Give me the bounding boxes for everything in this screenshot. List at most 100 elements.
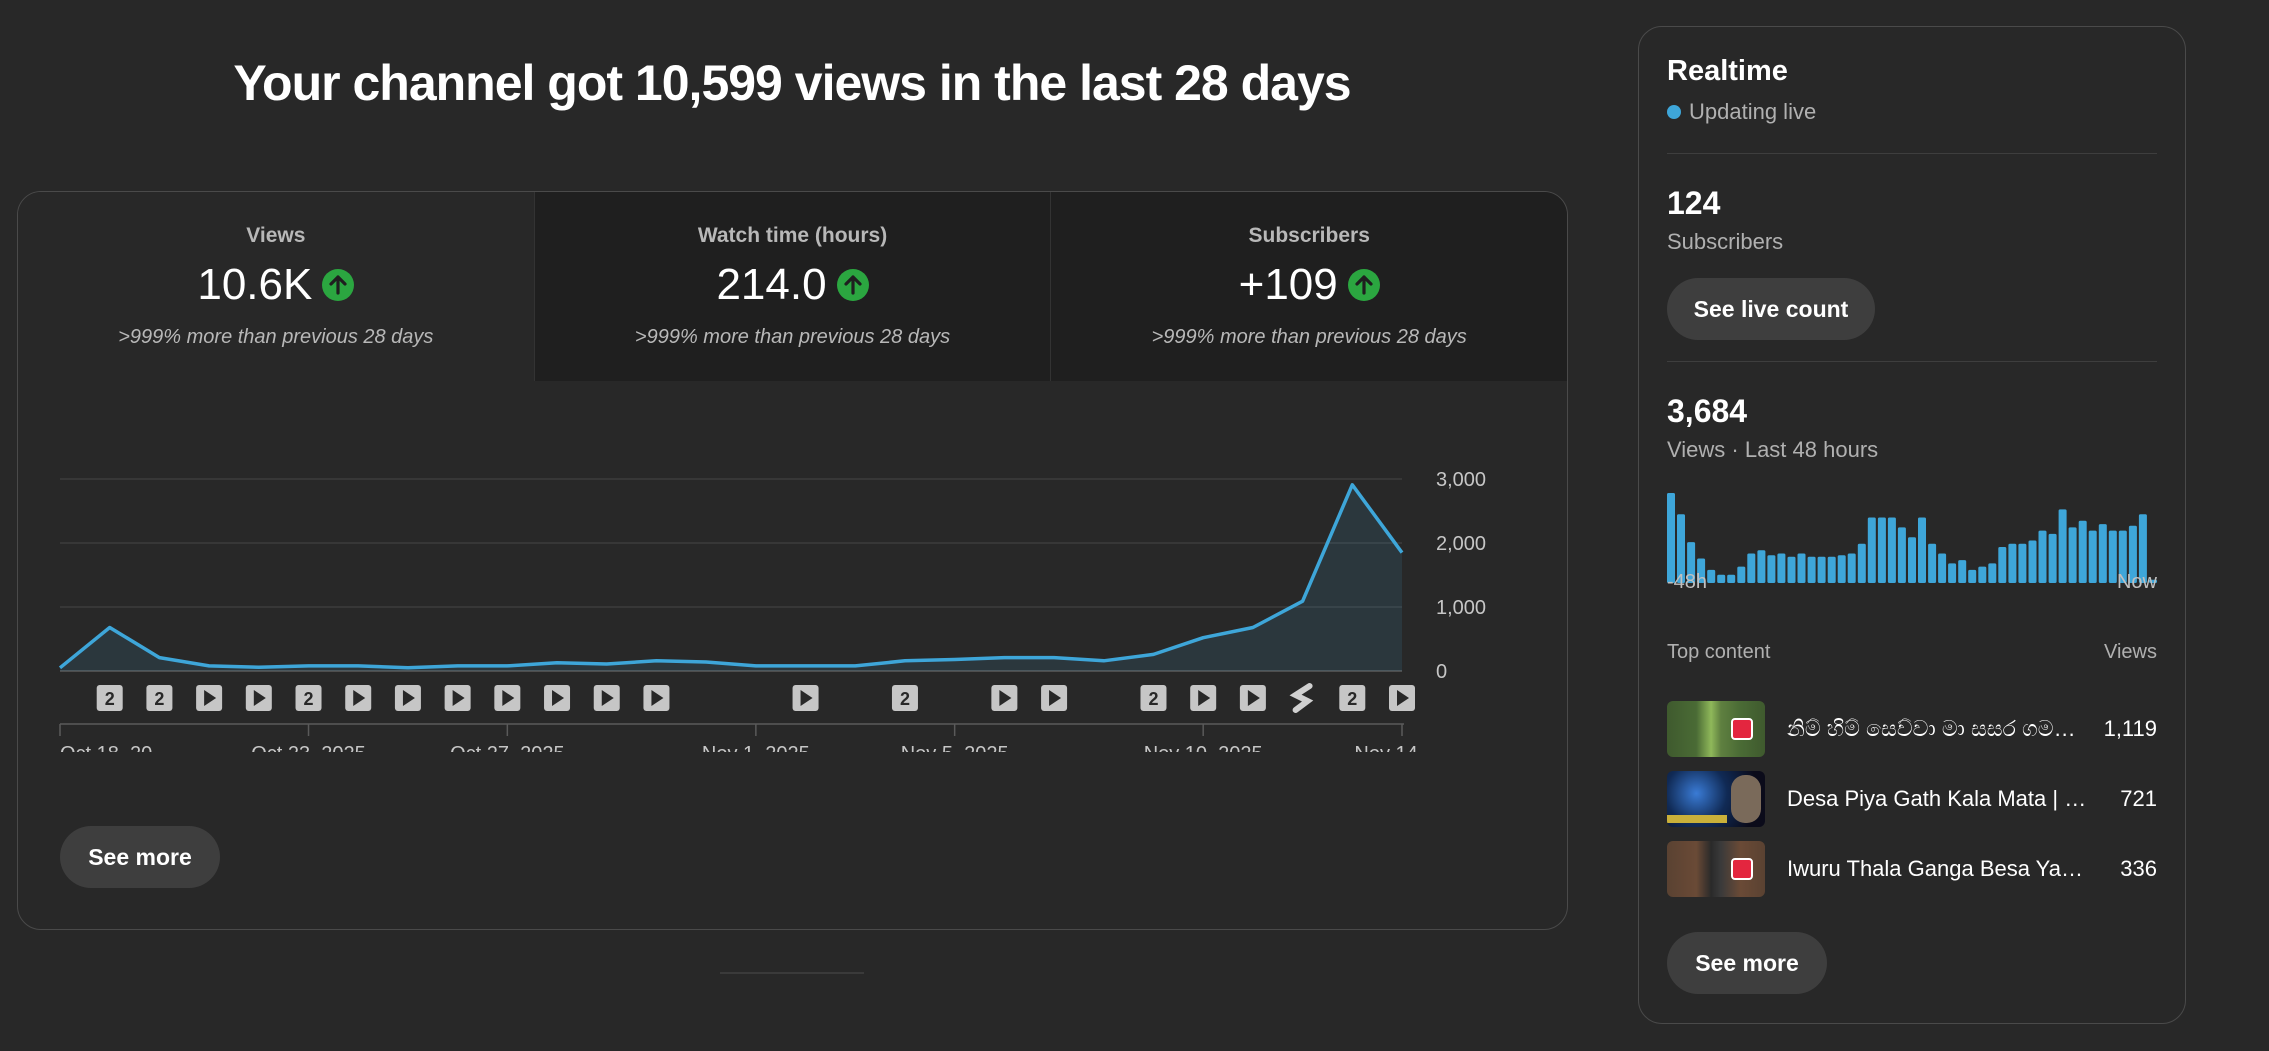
views-column-heading: Views — [2104, 641, 2157, 663]
upload-count-label: 2 — [304, 689, 314, 709]
video-title: Iwuru Thala Ganga Besa Yana Kale — [1787, 856, 2087, 881]
divider — [1667, 153, 2157, 154]
realtime-bar — [1978, 566, 1987, 583]
realtime-bar — [1948, 563, 1957, 583]
realtime-bar — [1897, 527, 1906, 583]
realtime-bar — [2118, 530, 2127, 583]
play-icon — [1198, 690, 1211, 706]
views-line-chart: 3,000 2,000 1,000 0 2 2 2 2 2 2 Oct 18, 20... Oct 2… — [58, 469, 1486, 752]
top-content-row[interactable]: Desa Piya Gath Kala Mata | Official Vide… — [1667, 771, 2157, 827]
metric-label: Subscribers — [1248, 224, 1370, 247]
arrow-up-icon — [1347, 269, 1380, 301]
see-live-count-button[interactable]: See live count — [1667, 278, 1875, 340]
play-icon — [651, 690, 664, 706]
realtime-bar — [2098, 524, 2107, 583]
realtime-bar — [1787, 556, 1796, 583]
realtime-bar — [2068, 527, 2077, 583]
upload-count-marker — [891, 685, 918, 711]
video-title: නිම් හිම් සෙව්වා මා සසර ගමන් කළා — [1787, 716, 2087, 741]
metric-compare: >999% more than previous 28 days — [1151, 326, 1467, 348]
realtime-views-count: 3,684 — [1667, 393, 1748, 429]
video-thumbnail — [1667, 841, 1765, 897]
y-tick-label: 3,000 — [1436, 469, 1486, 491]
tab-subscribers[interactable]: Subscribers +109 >999% more than previou… — [1050, 192, 1567, 381]
video-views: 1,119 — [2103, 716, 2157, 741]
realtime-bar — [1677, 514, 1685, 583]
video-views: 336 — [2120, 856, 2157, 881]
upload-count-marker — [1140, 685, 1167, 711]
realtime-bar — [1827, 556, 1836, 583]
realtime-bar — [2018, 543, 2027, 583]
live-status-label: Updating live — [1689, 99, 1817, 124]
x-tick-label: Oct 23, 2025 — [251, 743, 366, 752]
metric-value: +109 — [1238, 260, 1338, 309]
x-tick-label: Oct 27, 2025 — [450, 743, 565, 752]
realtime-bar — [1737, 566, 1746, 583]
area-fill — [60, 484, 1402, 671]
play-icon — [402, 690, 415, 706]
realtime-bar — [1968, 569, 1977, 583]
overview-card: Views 10.6K >999% more than previous 28 … — [17, 191, 1568, 930]
realtime-bar — [1928, 543, 1937, 583]
divider — [1667, 361, 2157, 362]
axis-end-label: Now — [2116, 571, 2157, 593]
realtime-bar — [1847, 553, 1856, 583]
realtime-bar — [1687, 542, 1696, 583]
realtime-bar — [2128, 525, 2137, 583]
video-thumbnail — [1667, 701, 1765, 757]
realtime-bar — [1867, 517, 1876, 583]
x-tick-label: Nov 5, 2025 — [901, 743, 1009, 752]
realtime-bar — [2149, 579, 2157, 583]
top-content-heading: Top content — [1667, 641, 1771, 663]
page-headline: Your channel got 10,599 views in the las… — [233, 55, 1351, 111]
metric-compare: >999% more than previous 28 days — [634, 326, 951, 348]
axis-start-label: -48h — [1667, 571, 1708, 593]
realtime-bar — [1707, 569, 1716, 583]
subscribers-label: Subscribers — [1667, 229, 1784, 254]
realtime-bar — [1667, 493, 1675, 583]
realtime-bar — [2038, 530, 2047, 583]
tab-watch-time[interactable]: Watch time (hours) 214.0 >999% more than… — [533, 192, 1051, 381]
realtime-bar — [1857, 543, 1866, 583]
top-content-row[interactable]: Iwuru Thala Ganga Besa Yana Kale 336 — [1667, 841, 2157, 897]
realtime-bar — [1817, 556, 1826, 583]
shorts-badge-icon — [1731, 858, 1753, 880]
play-icon — [999, 690, 1012, 706]
x-tick-label: Nov 10, 2025 — [1144, 743, 1263, 752]
realtime-bar — [1998, 547, 2007, 583]
realtime-bar — [1887, 517, 1896, 583]
upload-count-marker — [295, 685, 322, 711]
realtime-bar — [2048, 533, 2057, 583]
realtime-title: Realtime — [1667, 55, 1788, 87]
realtime-views-label: Views · Last 48 hours — [1667, 437, 1879, 462]
realtime-bar — [1877, 517, 1886, 583]
y-tick-label: 1,000 — [1436, 597, 1486, 619]
y-tick-label: 2,000 — [1436, 533, 1486, 555]
upload-count-marker — [96, 685, 123, 711]
x-tick-label: Oct 18, 20... — [60, 743, 169, 752]
realtime-bar — [1777, 553, 1786, 583]
realtime-bar — [1697, 558, 1706, 583]
upload-count-label: 2 — [105, 689, 115, 709]
shorts-marker-icon — [1289, 683, 1314, 713]
video-thumbnail — [1667, 771, 1765, 827]
play-icon — [1247, 690, 1260, 706]
realtime-bar — [2078, 520, 2087, 583]
tab-views[interactable]: Views 10.6K >999% more than previous 28 … — [18, 192, 534, 381]
realtime-bar — [2138, 514, 2147, 583]
top-content-row[interactable]: නිම් හිම් සෙව්වා මා සසර ගමන් කළා 1,119 — [1667, 701, 2157, 757]
upload-count-marker — [146, 685, 173, 711]
upload-count-label: 2 — [900, 689, 910, 709]
realtime-bar — [1988, 563, 1997, 583]
play-icon — [253, 690, 266, 706]
realtime-bar — [1837, 555, 1846, 583]
see-more-button[interactable]: See more — [60, 826, 220, 888]
metric-compare: >999% more than previous 28 days — [118, 326, 434, 348]
y-tick-label: 0 — [1436, 661, 1447, 683]
play-icon — [1049, 690, 1062, 706]
metric-tabs: Views 10.6K >999% more than previous 28 … — [18, 192, 1567, 381]
realtime-see-more-button[interactable]: See more — [1667, 932, 1827, 994]
shorts-badge-icon — [1731, 718, 1753, 740]
play-icon — [800, 690, 813, 706]
video-views: 721 — [2120, 786, 2157, 811]
